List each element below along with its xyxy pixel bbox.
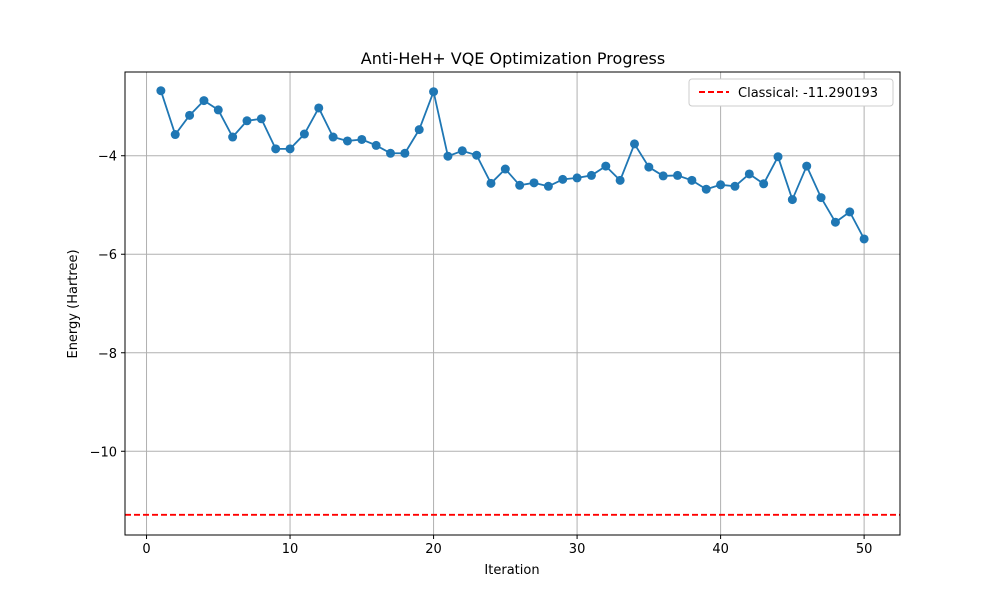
y-tick-label: −10 xyxy=(90,445,117,460)
data-point xyxy=(615,175,625,185)
data-point xyxy=(213,105,223,115)
data-point xyxy=(400,148,410,158)
plot-frame xyxy=(124,71,901,536)
data-point xyxy=(787,195,797,205)
data-point xyxy=(500,164,510,174)
y-axis-ticks: −10 −8 −6 −4 xyxy=(90,150,125,460)
x-tick-label: 20 xyxy=(425,542,442,557)
data-point xyxy=(386,148,396,158)
x-tick-label: 10 xyxy=(282,542,299,557)
y-axis-label: Energy (Hartree) xyxy=(66,249,81,358)
data-point xyxy=(773,152,783,162)
data-point xyxy=(486,178,496,188)
data-point xyxy=(185,110,195,120)
data-point xyxy=(242,116,252,126)
data-point xyxy=(673,170,683,180)
data-point xyxy=(586,170,596,180)
x-axis-label: Iteration xyxy=(484,563,539,578)
data-point xyxy=(701,184,711,194)
series-layer xyxy=(156,86,869,244)
legend-label-classical: Classical: -11.290193 xyxy=(738,86,878,101)
data-point xyxy=(156,86,166,96)
data-point xyxy=(572,173,582,183)
data-point xyxy=(658,171,668,181)
x-tick-label: 50 xyxy=(856,542,873,557)
data-point xyxy=(543,181,553,191)
y-tick-label: −6 xyxy=(98,248,117,263)
data-point xyxy=(687,175,697,185)
data-point xyxy=(170,130,180,140)
data-point xyxy=(199,96,209,106)
grid-lines xyxy=(125,72,900,535)
data-point xyxy=(299,129,309,139)
data-point xyxy=(457,146,467,156)
data-point xyxy=(759,179,769,189)
data-point xyxy=(443,151,453,161)
legend: Classical: -11.290193 xyxy=(688,78,894,107)
data-point xyxy=(328,132,338,142)
data-point xyxy=(228,132,238,142)
data-point xyxy=(845,207,855,217)
data-point xyxy=(529,178,539,188)
data-point xyxy=(314,103,324,113)
data-point xyxy=(730,181,740,191)
chart-title: Anti-HeH+ VQE Optimization Progress xyxy=(361,49,665,68)
data-point xyxy=(256,114,266,124)
data-point xyxy=(285,144,295,154)
x-axis-ticks: 0 10 20 30 40 50 xyxy=(142,535,872,557)
data-point xyxy=(515,180,525,190)
legend-box xyxy=(688,78,894,107)
data-point xyxy=(629,139,639,149)
data-point xyxy=(429,87,439,97)
data-point xyxy=(859,234,869,244)
data-point xyxy=(744,169,754,179)
data-point xyxy=(472,150,482,160)
data-point xyxy=(802,161,812,171)
x-tick-label: 30 xyxy=(569,542,586,557)
data-point xyxy=(371,140,381,150)
data-point xyxy=(830,217,840,227)
data-point xyxy=(716,180,726,190)
data-point xyxy=(601,161,611,171)
data-point xyxy=(357,134,367,144)
x-tick-label: 0 xyxy=(142,542,150,557)
data-point xyxy=(558,174,568,184)
data-point xyxy=(414,125,424,135)
y-tick-label: −8 xyxy=(98,347,117,362)
x-tick-label: 40 xyxy=(712,542,729,557)
data-point xyxy=(644,162,654,172)
data-point xyxy=(816,193,826,203)
data-point xyxy=(271,144,281,154)
data-point xyxy=(342,136,352,146)
y-tick-label: −4 xyxy=(98,150,117,165)
